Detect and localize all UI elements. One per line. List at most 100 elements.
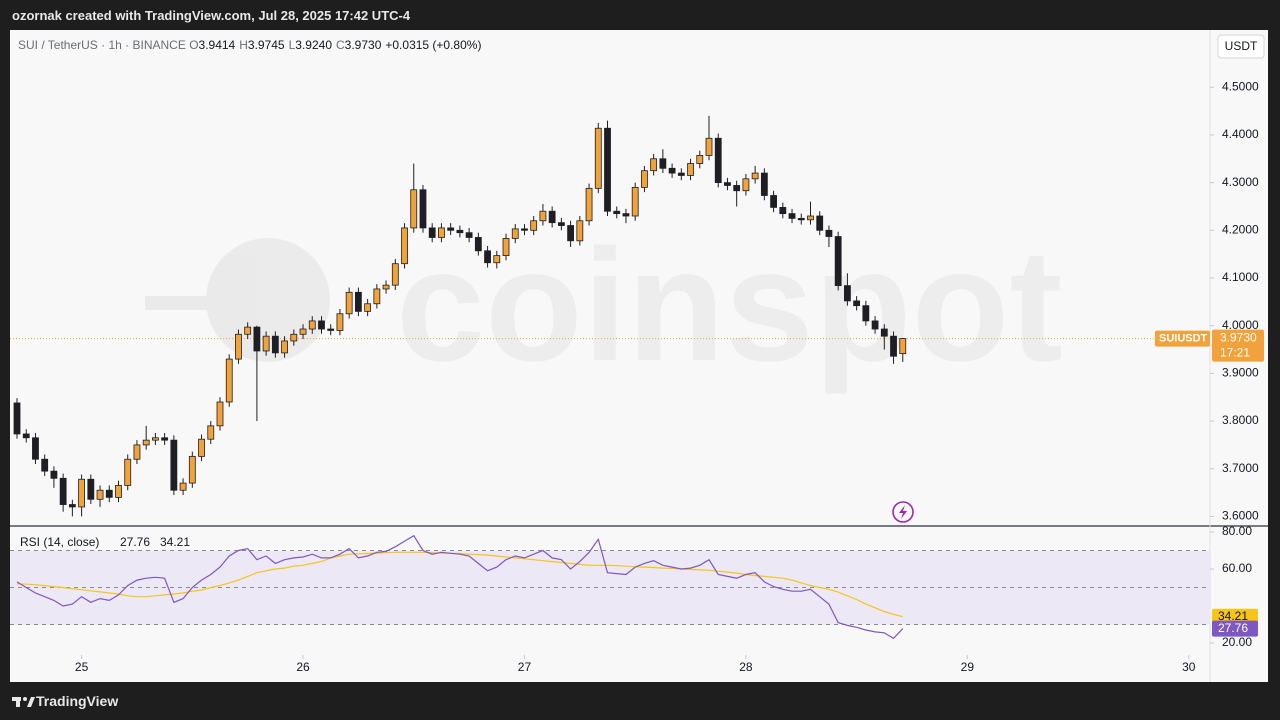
- candle-body: [659, 158, 667, 169]
- rsi-value-badge-label: 27.76: [1218, 621, 1248, 635]
- x-tick-label: 26: [296, 660, 310, 674]
- candle-body: [308, 320, 316, 330]
- legend-ohlc-label: C: [336, 38, 345, 52]
- candle-body: [438, 227, 445, 238]
- candle-body: [410, 189, 418, 229]
- candle-body: [161, 437, 169, 441]
- candle-body: [105, 489, 113, 498]
- candle-body: [124, 458, 132, 486]
- candle-body: [594, 127, 602, 189]
- candle-body: [502, 238, 510, 256]
- rsi-value-badge: [1212, 620, 1258, 637]
- candle-body: [622, 213, 630, 217]
- candle-body: [271, 335, 279, 354]
- candle-body: [797, 217, 805, 221]
- price-value: 3.9730: [1220, 331, 1257, 345]
- legend-ohlc-value: 3.9730: [344, 38, 382, 52]
- rsi-legend-value: 34.21: [160, 535, 190, 549]
- legend-ohlc-value: 3.9745: [247, 38, 285, 52]
- candle-body: [391, 263, 399, 286]
- candle-body: [825, 229, 833, 237]
- price-badge: [1212, 329, 1264, 362]
- header-title: ozornak created with TradingView.com, Ju…: [12, 8, 411, 23]
- rsi-value-badge-label: 34.21: [1218, 609, 1248, 623]
- candle-body: [604, 127, 611, 212]
- y-tick-label: 4.3000: [1222, 175, 1259, 189]
- candle-body: [152, 437, 159, 441]
- legend-ohlc-label: L: [288, 38, 296, 52]
- candle-body: [613, 210, 621, 215]
- y-tick-label: 3.8000: [1222, 413, 1259, 427]
- candle-body: [447, 227, 455, 231]
- candle-body: [567, 225, 575, 242]
- candle-body: [456, 229, 464, 234]
- alert-icon[interactable]: [892, 501, 914, 523]
- candle-body: [382, 284, 390, 290]
- candle-body: [364, 303, 372, 312]
- price-symbol: SUIUSDT: [1159, 332, 1208, 344]
- y-tick-label: 4.2000: [1222, 222, 1259, 236]
- candle-body: [530, 220, 538, 231]
- candle-body: [244, 326, 252, 335]
- candle-body: [521, 228, 528, 231]
- candle-body: [890, 335, 897, 357]
- candle-body: [262, 335, 270, 352]
- rsi-y-tick-label: 80.00: [1222, 524, 1252, 538]
- legend-symbol: SUI / TetherUS · 1h · BINANCE: [18, 38, 186, 52]
- candle-body: [733, 185, 741, 192]
- candle-body: [401, 227, 408, 265]
- y-tick-label: 4.1000: [1222, 270, 1259, 284]
- candle-body: [816, 215, 824, 231]
- legend-ohlc-value: 3.9414: [198, 38, 236, 52]
- candle-body: [853, 300, 861, 307]
- candle-body: [465, 232, 473, 238]
- y-tick-label: 4.0000: [1222, 318, 1259, 332]
- candle-body: [115, 485, 122, 498]
- watermark-logo: [145, 238, 330, 362]
- candle-body: [290, 333, 298, 342]
- candle-body: [484, 250, 491, 264]
- y-tick-label: 4.4000: [1222, 127, 1259, 141]
- y-tick-label: 4.5000: [1222, 79, 1259, 93]
- candle-body: [428, 227, 436, 238]
- rsi-legend-value: 27.76: [120, 535, 150, 549]
- candle-body: [474, 237, 482, 252]
- candle-body: [834, 236, 842, 287]
- candle-body: [760, 172, 768, 196]
- candle-body: [696, 155, 704, 164]
- currency-box[interactable]: [1217, 34, 1265, 59]
- candle-body: [78, 478, 85, 508]
- candle-body: [548, 210, 556, 224]
- legend-ohlc-label: O: [189, 38, 199, 52]
- candle-body: [779, 207, 787, 215]
- candle-body: [899, 338, 907, 355]
- candle-body: [142, 439, 150, 446]
- candle-body: [318, 320, 325, 330]
- candle-body: [539, 210, 547, 222]
- y-tick-label: 3.7000: [1222, 461, 1259, 475]
- legend-change: +0.0315 (+0.80%): [385, 38, 482, 52]
- candle-body: [170, 439, 178, 491]
- rsi-line: [16, 534, 904, 640]
- legend-ohlc-value: 3.9240: [295, 38, 332, 52]
- candle-body: [742, 178, 750, 192]
- candle-body: [576, 220, 584, 242]
- candle-body: [641, 170, 648, 188]
- candle-body: [862, 305, 870, 322]
- candle-body: [493, 255, 501, 264]
- candle-body: [650, 158, 658, 172]
- candle-body: [880, 328, 888, 337]
- candle-body: [668, 167, 676, 174]
- candle-body: [557, 222, 565, 226]
- candle-body: [188, 455, 196, 484]
- candle-body: [751, 172, 759, 180]
- x-tick-label: 29: [961, 660, 975, 674]
- candle-body: [216, 401, 224, 427]
- candle-body: [41, 458, 49, 472]
- y-tick-label: 3.6000: [1222, 509, 1259, 523]
- candle-body: [714, 137, 722, 184]
- candle-body: [207, 425, 215, 440]
- candle-body: [235, 333, 242, 360]
- legend: SUI / TetherUS · 1h · BINANCE O3.9414 H3.…: [18, 38, 485, 52]
